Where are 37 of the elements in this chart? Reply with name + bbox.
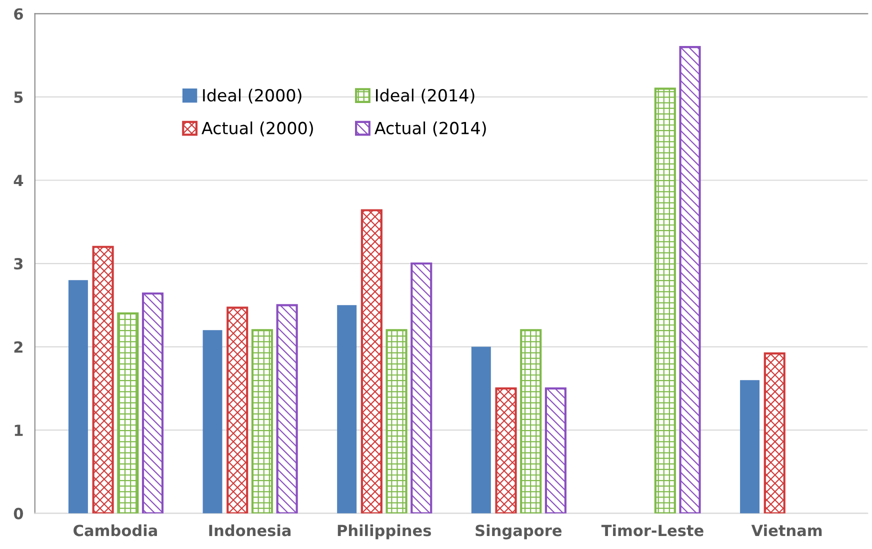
bar (740, 380, 760, 514)
y-tick-label: 3 (14, 258, 23, 270)
x-tick-label: Singapore (476, 524, 562, 540)
bar (142, 292, 164, 514)
bar (495, 387, 517, 514)
bar (276, 304, 298, 514)
bar (117, 312, 139, 514)
bar (544, 387, 566, 514)
y-tick-label: 5 (14, 92, 23, 104)
x-tick-label: Cambodia (74, 524, 157, 536)
bar (654, 88, 676, 514)
bar (386, 329, 408, 514)
legend-label: Ideal (2014) (376, 88, 474, 104)
bar (764, 352, 786, 514)
x-tick-label: Vietnam (751, 524, 822, 536)
legend-label: Ideal (2000) (203, 88, 302, 104)
x-tick-label: Indonesia (209, 524, 291, 536)
y-tick-label: 6 (14, 8, 23, 20)
y-tick-label: 1 (14, 424, 23, 436)
bar (251, 329, 273, 514)
bar (471, 346, 491, 514)
x-tick-label: Philippines (338, 524, 431, 540)
y-tick-label: 4 (14, 174, 24, 186)
bar (202, 330, 222, 514)
x-tick-label: Timor-Leste (601, 524, 704, 536)
bar (337, 305, 357, 514)
y-tick-label: 0 (14, 508, 24, 520)
legend-label: Actual (2000) (202, 121, 313, 136)
bar (679, 46, 701, 514)
bar (360, 209, 382, 514)
bar (520, 329, 542, 514)
y-tick-label: 2 (14, 341, 22, 353)
bar (68, 280, 88, 514)
bar (410, 262, 432, 514)
bar (92, 246, 114, 514)
bar (226, 306, 248, 514)
legend-label: Actual (2014) (374, 121, 486, 136)
